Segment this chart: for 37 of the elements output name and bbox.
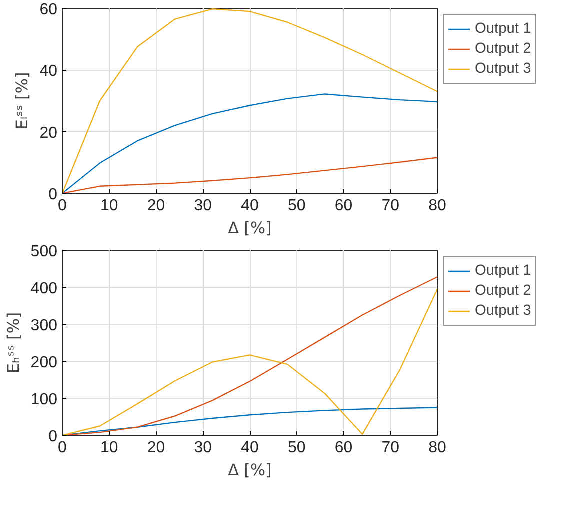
y-tick-label: 40: [40, 63, 58, 80]
x-tick-label: 60: [334, 198, 353, 214]
y-tick-label: 500: [30, 244, 58, 260]
x-tick-label: 70: [382, 198, 400, 214]
x-tick-label: 30: [194, 440, 212, 456]
legend-label: Output 3: [475, 61, 532, 77]
x-tick-label: 70: [382, 440, 400, 456]
x-tick-label: 60: [334, 440, 353, 456]
x-tick-label: 10: [100, 198, 118, 214]
x-tick-label: 40: [241, 198, 259, 214]
line-series: [62, 8, 438, 194]
legend-label: Output 3: [475, 303, 532, 319]
x-axis-title: Δ [%]: [228, 460, 272, 480]
y-tick-label: 300: [30, 318, 58, 334]
x-tick-label: 20: [147, 198, 166, 214]
x-tick-label: 10: [100, 440, 118, 456]
legend-label: Output 1: [475, 21, 532, 37]
y-tick-label: 200: [30, 354, 58, 372]
x-tick-label: 30: [194, 198, 212, 214]
y-tick-label: 0: [48, 186, 58, 204]
y-axis-title: Eₗˢˢ [%]: [12, 72, 32, 130]
x-tick-label: 80: [428, 440, 446, 456]
legend-label: Output 2: [475, 283, 532, 299]
legend-label: Output 2: [475, 41, 532, 57]
y-tick-label: 100: [30, 392, 58, 408]
y-axis-title: Eₕˢˢ [%]: [4, 312, 23, 374]
x-tick-label: 40: [241, 440, 259, 456]
y-tick-label: 0: [48, 428, 58, 446]
x-tick-label: 50: [288, 440, 306, 456]
x-tick-label: 80: [428, 198, 446, 214]
x-tick-label: 50: [288, 198, 306, 214]
x-tick-label: 20: [147, 440, 166, 456]
legend-label: Output 1: [475, 263, 532, 279]
x-axis-title: Δ [%]: [228, 218, 272, 238]
y-tick-label: 20: [40, 124, 58, 142]
y-tick-label: 60: [40, 2, 58, 18]
y-tick-label: 400: [30, 280, 58, 298]
